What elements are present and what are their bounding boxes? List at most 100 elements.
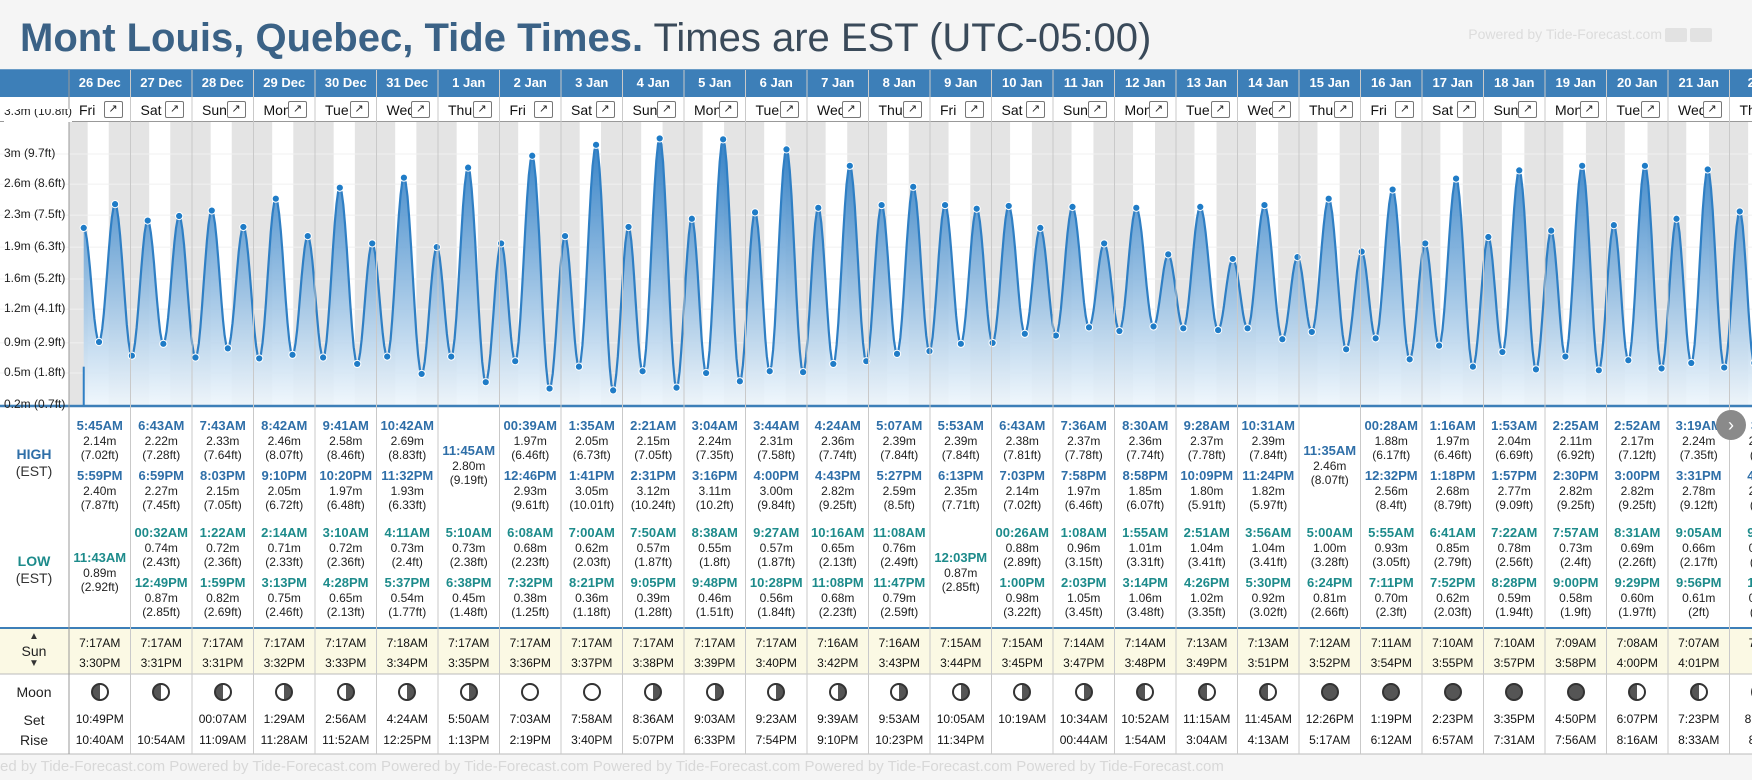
expand-day-icon[interactable]: ↗ [103,101,123,118]
powered-badge-icon [1690,28,1712,43]
weekday-label: Wed [817,102,846,118]
date-label: 5 Jan [698,75,732,90]
low-tide-height-m: 0.85m [1436,541,1470,555]
low-tide-height-m: 0.56m [759,591,793,605]
expand-day-icon[interactable]: ↗ [1395,101,1414,118]
low-tide-point [255,354,264,363]
high-tide-point [1640,161,1650,170]
low-tide-height-m: 0.58m [1559,591,1593,605]
moon-phase-icon [377,683,439,707]
low-tide-point [447,352,456,361]
moon-phase-icon [1566,683,1585,701]
low-tide-time: 5:37PM [384,575,431,590]
expand-day-icon[interactable]: ↗ [411,101,430,118]
sunset-time: 3:51PM [1247,656,1289,670]
moonrise-time: 7:31AM [1493,733,1535,747]
high-tide-time: 6:13PM [937,468,984,483]
weekday-cell: Mon ↗ [684,99,746,121]
expand-day-icon[interactable]: ↗ [595,101,615,118]
high-tide-height-ft: (9.25ft) [818,498,857,512]
moonrise-time: 11:52AM [322,733,370,747]
high-tide-point [335,183,344,192]
weekday-label: Tue [755,102,780,118]
high-tide-height-m: 2.31m [759,434,793,448]
moonrise-time: 3:40PM [571,733,613,747]
high-tide-point [1515,166,1524,175]
sunrise-time: 7:07AM [1678,636,1720,650]
date-label: 8 Jan [882,75,916,90]
sunrise-time: 7:09AM [1555,636,1597,650]
expand-day-icon[interactable]: ↗ [841,101,861,118]
high-tide-height-ft: (7.12ft) [1618,448,1657,462]
low-tide-height-ft: (2.3ft) [1375,605,1407,619]
expand-day-icon[interactable]: ↗ [534,101,553,118]
high-tide-height-m: 2.22m [144,434,178,448]
low-tide-time: 00:26AM [995,525,1049,540]
expand-day-icon[interactable]: ↗ [657,101,676,118]
low-tide-point [956,339,965,348]
y-tick-label: 0.5m (1.8ft) [4,365,66,380]
expand-day-icon[interactable]: ↗ [472,101,492,118]
expand-day-icon[interactable]: ↗ [1702,101,1722,118]
high-tide-time: 11:45AM [442,443,496,458]
low-tide-height-ft: (1.48ft) [449,605,488,619]
expand-day-icon[interactable]: ↗ [1087,101,1107,118]
expand-day-icon[interactable]: ↗ [288,101,307,118]
high-tide-point [909,182,918,191]
low-tide-height-m: 0.92m [1251,591,1285,605]
high-tide-point [1484,232,1493,242]
high-tide-height-ft: (8.4ft) [1375,498,1407,512]
moonset-time: 7:23PM [1678,712,1720,726]
scroll-right-icon[interactable]: › [1716,410,1746,440]
expand-day-icon[interactable]: ↗ [1456,101,1476,118]
high-tide-height-m: 2.05m [575,434,609,448]
high-tide-height-m: 2.17m [1620,434,1654,448]
expand-day-icon[interactable]: ↗ [903,101,922,118]
expand-day-icon[interactable]: ↗ [349,101,369,118]
expand-day-icon[interactable]: ↗ [780,101,799,118]
moon-phase-icon [1053,683,1115,707]
expand-day-icon[interactable]: ↗ [1026,101,1045,118]
expand-day-icon[interactable]: ↗ [964,101,984,118]
high-tide-point [1357,247,1366,256]
y-tick-label: 0.9m (2.9ft) [4,334,66,349]
expand-day-icon[interactable]: ↗ [165,101,184,118]
moonrise-time: 6:57AM [1432,733,1474,747]
high-tide-height-m: 1.97m [513,434,547,448]
expand-day-icon[interactable]: ↗ [1641,101,1660,118]
low-tide-height-m: 0.96m [1067,541,1101,555]
low-tide-height-m: 0.38m [513,591,547,605]
low-tide-height-ft: (2.1 [1730,555,1752,569]
high-tide-height-m: 1.80m [1190,484,1224,498]
expand-day-icon[interactable]: ↗ [1518,101,1537,118]
moon-phase-icon [1607,683,1669,707]
high-tide-time: 12:46PM [503,468,557,483]
low-tide-height-m: 1.01m [1128,541,1162,555]
low-tide-height-ft: (3.22ft) [1003,605,1042,619]
expand-day-icon[interactable]: ↗ [1333,101,1353,118]
high-tide-height-m: 2.15m [206,484,240,498]
expand-day-icon[interactable]: ↗ [1579,101,1599,118]
low-tide-height-ft: (3.41ft) [1249,555,1288,569]
weekday-cell: Thu↗ [438,99,500,121]
weekday-label: Wed [1678,102,1707,118]
low-tide-height-m: 0.98m [1005,591,1039,605]
moon-phase-icon [152,683,171,701]
high-tide-point [1609,221,1618,230]
sunset-time: 3:49PM [1186,656,1228,670]
weekday-label: Tue [1186,102,1210,118]
high-tide-time: 7:36AM [1060,418,1107,433]
expand-day-icon[interactable]: ↗ [1210,101,1230,118]
high-tide-height-m: 2.32 [1748,434,1752,448]
expand-day-icon[interactable]: ↗ [718,101,738,118]
expand-day-icon[interactable]: ↗ [226,101,246,118]
low-tide-height-m: 0.66 [1748,541,1752,555]
high-tide-point [1703,165,1712,174]
moonrise-time: 11:28AM [260,733,308,747]
date-label: 13 Jan [1186,75,1227,90]
expand-day-icon[interactable]: ↗ [1149,101,1168,118]
low-tide-time: 11:08PM [811,575,864,590]
high-tide-time: 10:42AM [380,418,434,433]
expand-day-icon[interactable]: ↗ [1272,101,1291,118]
high-tide-height-m: 2.78m [1682,484,1716,498]
